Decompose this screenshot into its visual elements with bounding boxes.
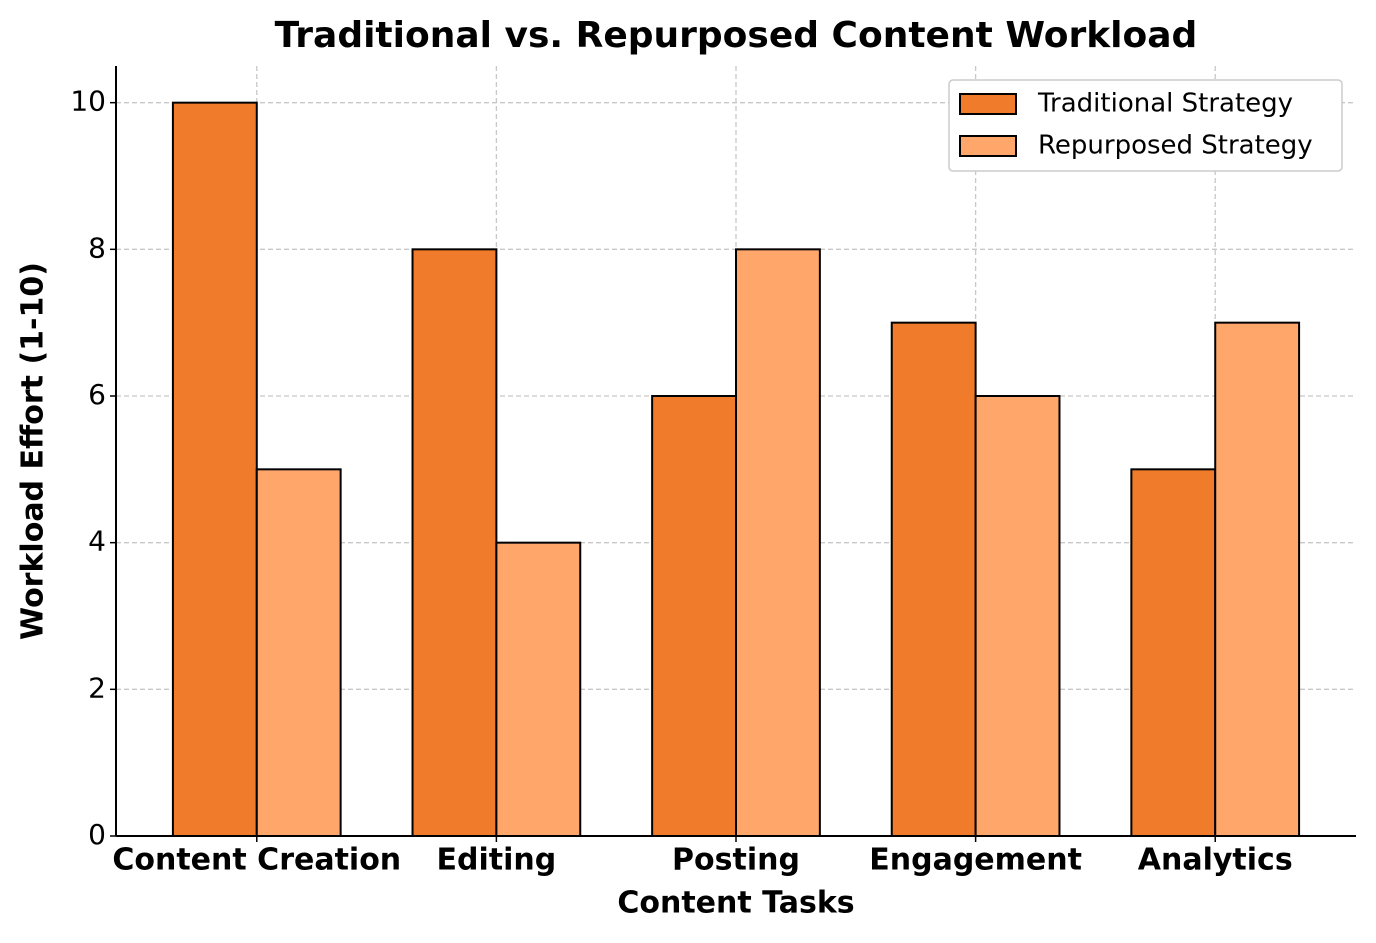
x-axis-label: Content Tasks <box>617 886 854 921</box>
bar <box>1214 321 1301 837</box>
bar <box>171 101 258 837</box>
x-tick-label: Editing <box>437 843 557 878</box>
bar <box>255 468 342 837</box>
bar <box>974 395 1061 837</box>
y-tick-label: 2 <box>88 671 106 704</box>
bar <box>495 541 582 838</box>
y-axis-label: Workload Effort (1-10) <box>16 262 51 640</box>
y-tick-label: 6 <box>88 378 106 411</box>
y-tick-label: 0 <box>88 818 106 851</box>
legend-label: Traditional Strategy <box>1037 89 1293 119</box>
legend-label: Repurposed Strategy <box>1038 131 1313 161</box>
bar <box>890 321 977 837</box>
x-tick-label: Engagement <box>869 843 1082 878</box>
x-tick-label: Content Creation <box>112 843 401 878</box>
y-tick-label: 10 <box>70 85 106 118</box>
chart-title: Traditional vs. Repurposed Content Workl… <box>275 15 1198 56</box>
bar <box>411 248 498 838</box>
legend-box <box>948 79 1343 172</box>
x-tick-label: Posting <box>672 843 800 878</box>
y-tick-label: 8 <box>88 231 106 264</box>
bar <box>651 395 737 837</box>
bar <box>1130 468 1217 837</box>
legend-swatch <box>959 135 1017 157</box>
legend-swatch <box>959 93 1017 115</box>
bar <box>735 248 821 838</box>
x-tick-label: Analytics <box>1138 843 1293 878</box>
y-tick-label: 4 <box>88 525 106 558</box>
